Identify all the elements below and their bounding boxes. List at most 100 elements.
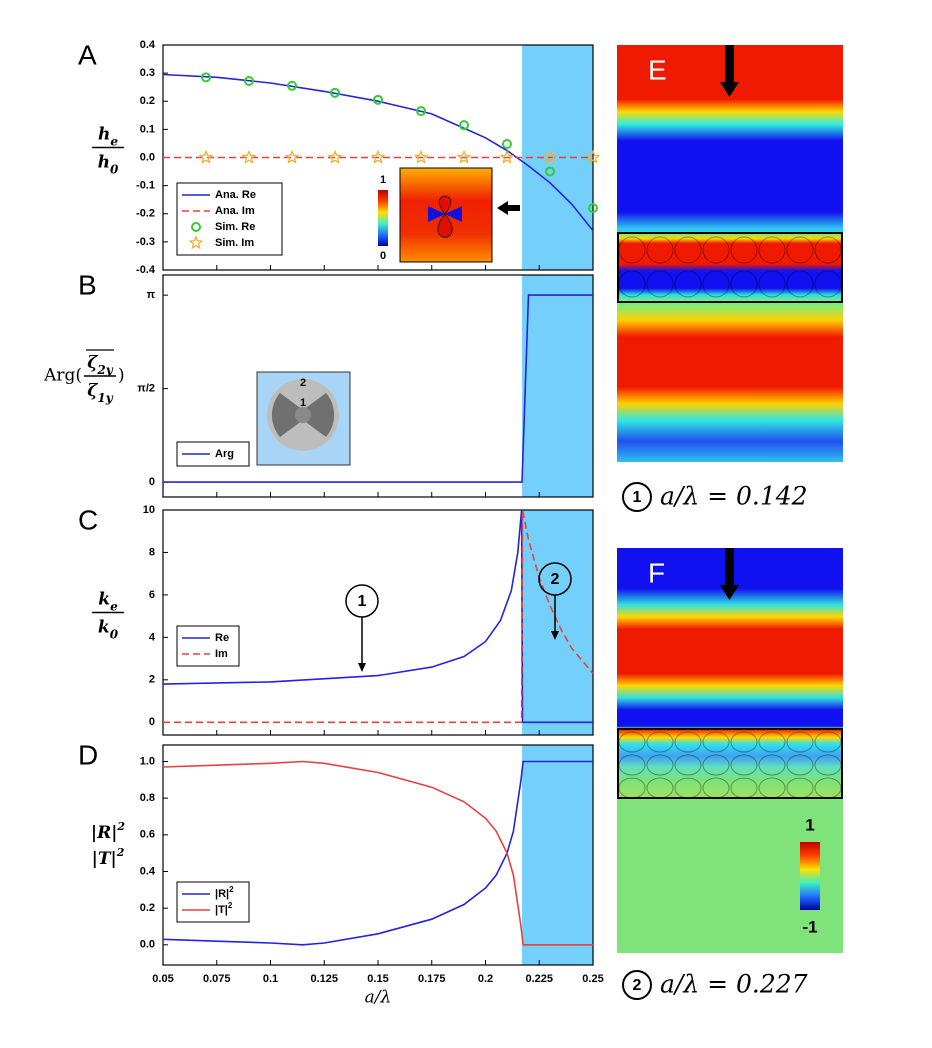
marker bbox=[191, 222, 201, 232]
panel-letter: F bbox=[648, 557, 665, 588]
marker bbox=[327, 149, 343, 164]
x-tick-label: 0.075 bbox=[203, 973, 231, 985]
y-axis-label: h0 bbox=[98, 152, 119, 176]
y-axis-label: he bbox=[98, 124, 118, 148]
cell-outline bbox=[702, 777, 730, 799]
y-axis-label: Arg( bbox=[43, 366, 82, 386]
arrow-head bbox=[720, 585, 739, 600]
marker bbox=[502, 139, 512, 149]
y-tick-label: 10 bbox=[143, 504, 155, 516]
inset-label: 2 bbox=[300, 377, 306, 389]
colorbar bbox=[800, 842, 820, 910]
inset-colorbar-label: 0 bbox=[380, 250, 386, 262]
cell-outline bbox=[702, 236, 730, 264]
inset-colorbar bbox=[378, 190, 388, 246]
y-tick-label: 0 bbox=[149, 476, 155, 488]
caption: a/λ = 0.142 bbox=[660, 482, 808, 511]
legend-label: Sim. Re bbox=[215, 221, 255, 233]
marker bbox=[416, 106, 426, 117]
marker bbox=[241, 149, 257, 164]
series-line bbox=[162, 760, 593, 946]
cell-outline bbox=[786, 270, 814, 298]
cell-outline bbox=[814, 754, 842, 776]
x-tick-label: 0.15 bbox=[367, 973, 388, 985]
inset-arrow-shaft bbox=[506, 205, 520, 211]
cell-outline bbox=[758, 270, 786, 298]
marker bbox=[370, 149, 386, 164]
marker bbox=[456, 149, 472, 164]
y-axis-label-base: k bbox=[98, 617, 110, 637]
series-line bbox=[162, 73, 594, 232]
y-axis-label-index: 1y bbox=[97, 391, 113, 405]
y-axis-label: ζ2y bbox=[87, 353, 113, 377]
annotation-label: 2 bbox=[551, 571, 560, 588]
y-tick-label: 0.2 bbox=[140, 902, 155, 914]
series-line bbox=[162, 760, 593, 946]
y-axis-label: |R|2 bbox=[91, 820, 126, 843]
cell-outline bbox=[786, 236, 814, 264]
cell-outline bbox=[618, 270, 646, 298]
y-tick-label: 0.0 bbox=[140, 939, 155, 951]
legend-label: Re bbox=[215, 632, 229, 644]
marker bbox=[201, 72, 211, 83]
inset-lobe bbox=[437, 195, 453, 238]
cell-outline bbox=[646, 777, 674, 799]
cell-outline bbox=[814, 777, 842, 799]
y-axis-label-base: |R| bbox=[91, 823, 118, 843]
y-tick-label: 0.8 bbox=[140, 792, 155, 804]
cell-outline bbox=[758, 731, 786, 753]
marker bbox=[198, 149, 214, 164]
cell-outline bbox=[730, 236, 758, 264]
cell-outline bbox=[674, 270, 702, 298]
y-tick-label: -0.3 bbox=[136, 236, 155, 248]
panel-letter: B bbox=[78, 269, 97, 300]
caption-marker: 1 bbox=[633, 489, 642, 506]
highlight-band bbox=[522, 510, 593, 735]
marker bbox=[244, 76, 254, 86]
series-line bbox=[162, 509, 593, 724]
cell-outline bbox=[730, 777, 758, 799]
cell-outline bbox=[758, 236, 786, 264]
cell-outline bbox=[646, 236, 674, 264]
arrow-shaft bbox=[725, 548, 734, 588]
y-axis-label-index: e bbox=[110, 599, 118, 613]
cell-outline bbox=[618, 731, 646, 753]
cell-outline bbox=[730, 270, 758, 298]
x-tick-label: 0.2 bbox=[478, 973, 493, 985]
inset-colorbar-label: 1 bbox=[380, 174, 386, 186]
y-tick-label: 0 bbox=[149, 716, 155, 728]
cell-outline bbox=[786, 731, 814, 753]
y-axis-label-index: 2 bbox=[116, 846, 125, 859]
marker bbox=[542, 149, 558, 164]
cell-outline bbox=[730, 731, 758, 753]
caption: a/λ = 0.227 bbox=[660, 970, 808, 999]
y-axis-label-index: 2y bbox=[96, 363, 113, 377]
caption-circle bbox=[622, 482, 652, 512]
y-tick-label: π/2 bbox=[137, 383, 155, 395]
y-tick-label: 0.0 bbox=[140, 151, 155, 163]
cell-outline bbox=[758, 754, 786, 776]
caption-marker: 2 bbox=[633, 977, 642, 994]
marker bbox=[545, 166, 555, 177]
x-tick-label: 0.25 bbox=[582, 973, 603, 985]
cell-outline bbox=[814, 731, 842, 753]
caption-circle bbox=[622, 970, 652, 1000]
cell-outline bbox=[786, 777, 814, 799]
arrow-head bbox=[720, 82, 739, 97]
inset-arrow-head bbox=[497, 201, 508, 215]
marker bbox=[459, 120, 469, 131]
y-tick-label: 6 bbox=[149, 589, 155, 601]
legend-label: Ana. Re bbox=[215, 189, 256, 201]
marker bbox=[585, 149, 601, 164]
y-axis-label-index: 0 bbox=[110, 162, 119, 176]
y-axis-label-base: ζ bbox=[87, 353, 98, 373]
annotation-arrow-head bbox=[358, 663, 366, 672]
legend-label-sup: 2 bbox=[228, 901, 233, 910]
y-tick-label: 4 bbox=[149, 631, 156, 643]
cell-outline bbox=[674, 236, 702, 264]
series-line bbox=[163, 294, 593, 483]
legend-box bbox=[176, 881, 250, 923]
y-tick-label: 2 bbox=[149, 674, 155, 686]
y-axis-label-base: |T| bbox=[92, 849, 117, 869]
marker bbox=[373, 94, 383, 105]
